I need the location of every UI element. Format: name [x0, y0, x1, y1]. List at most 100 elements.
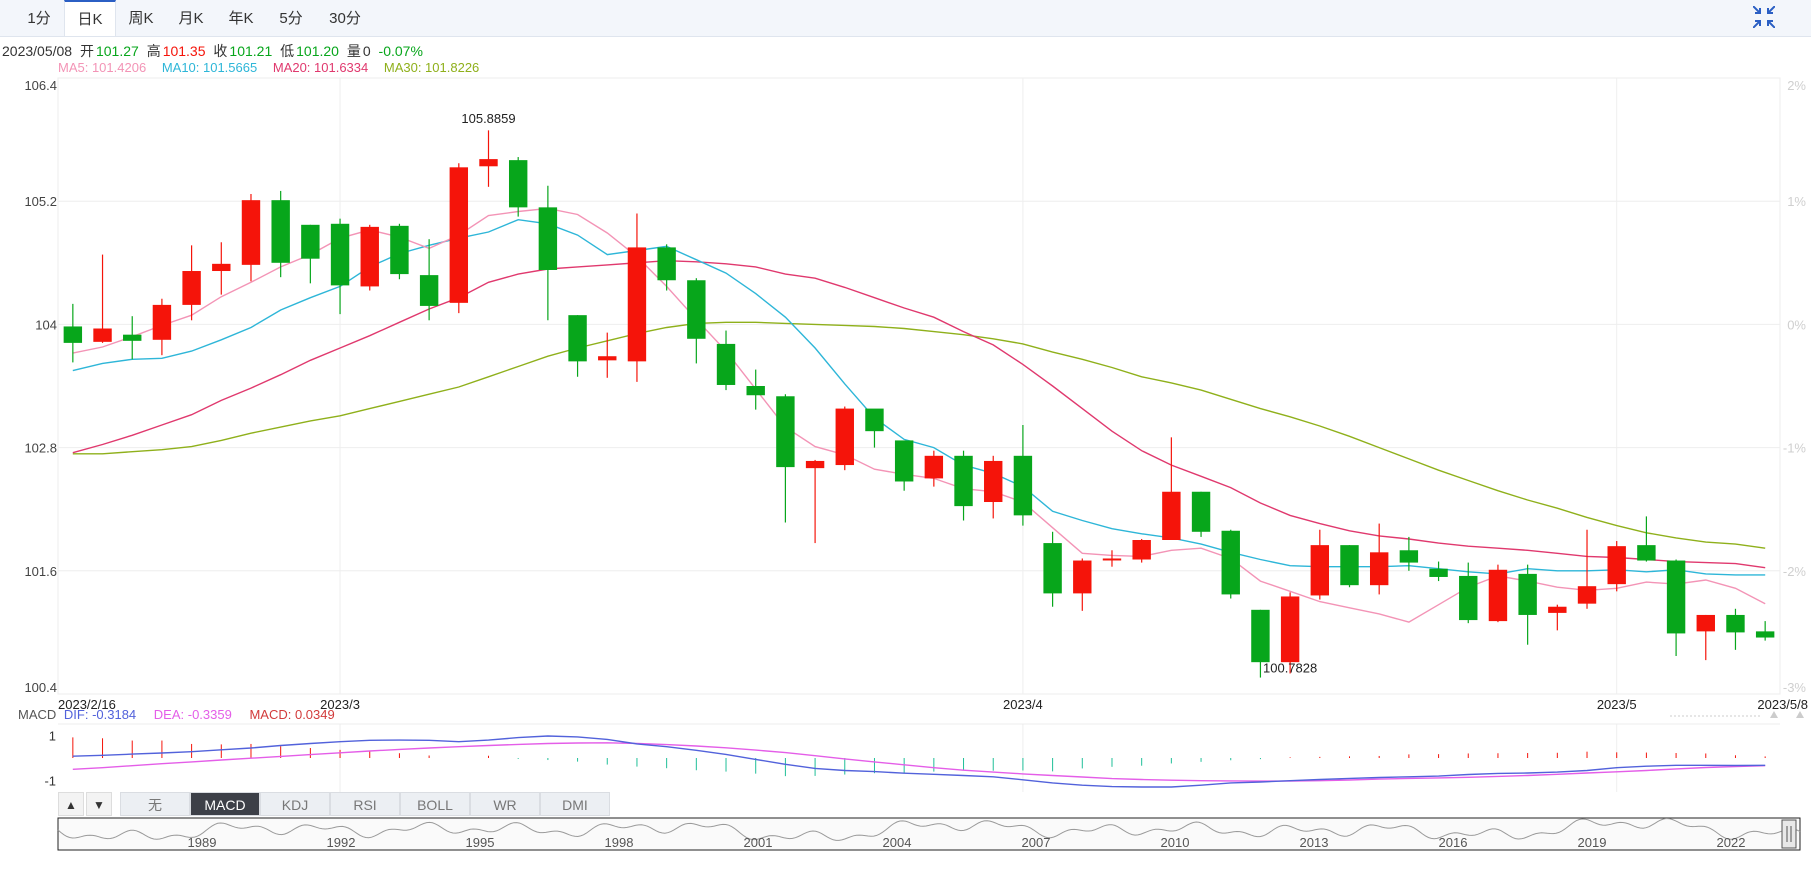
macd-value: MACD: 0.0349 — [249, 707, 335, 722]
y-tick-label: 104 — [35, 317, 57, 332]
candle-body — [1726, 614, 1745, 633]
candle-body — [776, 396, 795, 468]
candle-body — [93, 328, 112, 342]
ma10-line — [72, 218, 1766, 576]
indicator-tab[interactable]: MACD — [190, 792, 260, 816]
candle-body — [241, 200, 261, 265]
y-tick-label: 105.2 — [24, 194, 57, 209]
candle-body — [182, 271, 201, 305]
indicator-tab[interactable]: 无 — [120, 792, 190, 816]
ma5-legend: MA5: 101.4206 — [58, 60, 147, 75]
candle-body — [1280, 596, 1300, 663]
candle-body — [508, 160, 528, 208]
period-tab[interactable]: 1分 — [27, 10, 51, 27]
pct-tick-label: 1% — [1787, 194, 1806, 209]
indicator-tab[interactable]: DMI — [540, 792, 610, 816]
candle-body — [1340, 545, 1359, 586]
extreme-value-label: 105.8859 — [461, 111, 515, 126]
period-tab[interactable]: 月K — [178, 10, 204, 27]
x-axis-label: 2023/4 — [1003, 697, 1043, 712]
navigator-handle[interactable] — [1781, 819, 1797, 849]
candle-body — [1548, 606, 1567, 613]
candle-body — [1637, 545, 1656, 561]
ohlc-info-line: 2023/05/08 开 101.27 高 101.35 收 101.21 低 101.… — [2, 41, 427, 61]
small-up-arrow-icon — [1796, 711, 1804, 718]
candle-body — [1191, 491, 1211, 532]
collapse-arrows-icon[interactable] — [1753, 6, 1775, 28]
candle-body — [1221, 530, 1240, 595]
candle-body — [1369, 552, 1389, 586]
candle-body — [1666, 560, 1686, 634]
pct-tick-label: -3% — [1783, 680, 1807, 695]
candle-body — [1073, 560, 1092, 594]
navigator-year-label: 2004 — [883, 835, 912, 850]
candle-body — [1518, 573, 1537, 615]
navigator-year-label: 2016 — [1439, 835, 1468, 850]
candle-body — [924, 455, 944, 479]
indicator-tab[interactable]: KDJ — [260, 792, 330, 816]
candle-body — [954, 455, 973, 507]
candle-body — [657, 247, 676, 281]
candle-body — [598, 356, 617, 361]
info-date: 2023/05/08 — [2, 43, 73, 59]
candle-body — [1251, 609, 1270, 663]
candle-body — [1102, 558, 1122, 561]
navigator-year-label: 2022 — [1717, 835, 1746, 850]
extreme-value-label: 100.7828 — [1263, 661, 1317, 676]
x-axis-label: 2023/5 — [1597, 697, 1637, 712]
pct-tick-label: 2% — [1787, 78, 1806, 93]
ma10-legend: MA10: 101.5665 — [161, 60, 258, 75]
candle-body — [1755, 631, 1775, 638]
period-tab[interactable]: 周K — [128, 10, 154, 27]
y-tick-label: 101.6 — [24, 564, 57, 579]
indicator-tab[interactable]: WR — [470, 792, 540, 816]
candle-body — [479, 159, 498, 167]
dif-line — [72, 735, 1766, 788]
candle-body — [1310, 545, 1330, 596]
candle-body — [449, 167, 469, 303]
candle-body — [746, 386, 765, 396]
indicator-tab[interactable]: BOLL — [400, 792, 470, 816]
candle-body — [1043, 543, 1062, 594]
scroll-down-button[interactable]: ▼ — [86, 792, 112, 816]
navigator-year-label: 1989 — [188, 835, 217, 850]
period-tab[interactable]: 日K — [64, 0, 116, 36]
candle-body — [1429, 568, 1448, 577]
info-low: 101.20 — [296, 43, 339, 59]
scroll-up-button[interactable]: ▲ — [58, 792, 84, 816]
candle-body — [687, 280, 706, 339]
macd-y-tick: 1 — [49, 728, 56, 743]
ma30-legend: MA30: 101.8226 — [383, 60, 480, 75]
macd-y-tick: -1 — [44, 774, 56, 789]
info-change: -0.07% — [378, 43, 423, 59]
ma20-line — [72, 259, 1766, 569]
candle-body — [627, 247, 647, 362]
dea-line — [72, 742, 1766, 782]
info-close: 101.21 — [229, 43, 273, 59]
candle-body — [1132, 540, 1151, 560]
candle-body — [1013, 455, 1033, 516]
ma5-line — [72, 207, 1766, 623]
navigator-year-label: 2019 — [1578, 835, 1607, 850]
period-tab[interactable]: 30分 — [329, 10, 361, 27]
x-axis-label: 2023/3 — [320, 697, 360, 712]
candle-body — [301, 224, 320, 259]
candle-body — [835, 408, 854, 466]
y-tick-label: 102.8 — [24, 441, 57, 456]
candle-body — [1488, 569, 1508, 622]
candle-body — [716, 343, 736, 385]
candle-body — [1399, 550, 1419, 563]
candle-body — [1459, 575, 1478, 621]
period-tab[interactable]: 年K — [228, 10, 254, 27]
navigator-year-label: 1992 — [327, 835, 356, 850]
small-up-arrow-icon — [1770, 711, 1778, 718]
period-tab[interactable]: 5分 — [279, 10, 303, 27]
ma20-legend: MA20: 101.6334 — [272, 60, 369, 75]
candle-body — [390, 225, 409, 275]
info-high-label: 高 — [146, 43, 161, 59]
navigator-series-line — [57, 817, 1801, 841]
y-tick-label: 100.4 — [24, 680, 57, 695]
navigator-year-label: 2007 — [1022, 835, 1051, 850]
indicator-tab[interactable]: RSI — [330, 792, 400, 816]
